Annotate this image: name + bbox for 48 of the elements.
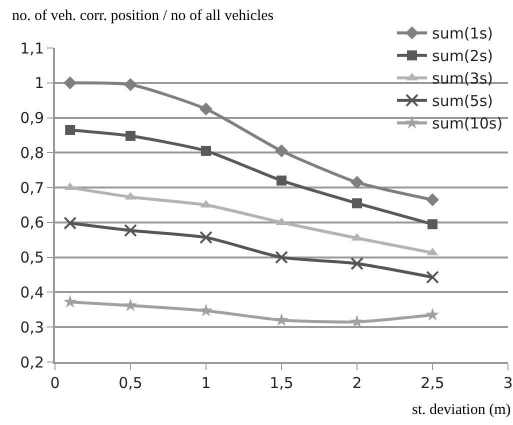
legend-label: sum(10s) [432,114,503,133]
point [124,298,138,312]
point [63,294,77,308]
y-tick-label: 0,3 [20,318,44,336]
x-axis-title: st. deviation (m) [412,402,511,418]
x-tick-label: 2 [352,374,362,392]
point [199,304,213,316]
point [274,313,288,326]
y-tick-label: 1 [34,74,44,92]
y-axis-title: no. of veh. corr. position / no of all vehicles [12,8,274,24]
y-tick-label: 0,7 [20,178,44,197]
x-tick-label: 2,5 [420,374,444,392]
y-tick-label: 0,9 [20,109,44,128]
point [350,257,364,270]
point [64,216,77,230]
point [124,224,137,237]
point [200,230,212,244]
point [64,76,77,90]
y-tick-label: 0,6 [20,214,44,232]
point [352,198,362,208]
point [428,219,438,230]
point [275,144,288,158]
point [426,193,439,206]
x-tick-label: 0 [50,374,60,392]
point [200,102,212,116]
point [201,146,211,156]
point [126,130,136,141]
point [350,176,364,189]
point [65,124,76,135]
y-tick-label: 0,5 [20,248,44,267]
x-tick-label: 1 [201,374,211,392]
x-tick-label: 3 [503,374,513,392]
y-tick-label: 0,8 [20,144,44,162]
legend-label: sum(2s) [432,47,493,66]
legend-label: sum(3s) [432,70,493,88]
y-tick-label: 1,1 [20,39,44,58]
y-tick-label: 0,2 [20,353,44,372]
point [426,308,440,321]
point [426,270,439,284]
point [276,176,286,186]
legend-label: sum(5s) [432,92,493,110]
x-tick-label: 1,5 [270,374,294,392]
point [124,78,137,92]
legend-label: sum(1s) [432,24,493,43]
x-tick-label: 0,5 [118,374,142,392]
y-tick-label: 0,4 [20,283,44,302]
point [350,314,364,328]
point [275,250,288,264]
